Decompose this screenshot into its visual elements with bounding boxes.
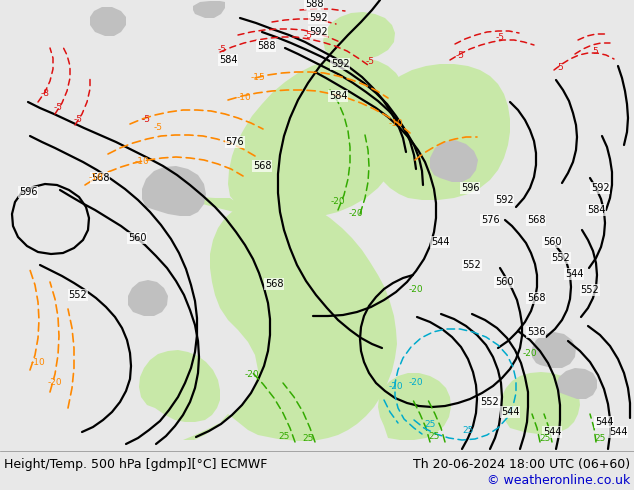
Text: -20: -20: [389, 382, 403, 391]
Text: -5: -5: [141, 116, 150, 124]
Text: 568: 568: [265, 279, 283, 289]
Text: 544: 544: [543, 427, 561, 437]
Text: -5: -5: [455, 51, 465, 60]
Text: 584: 584: [586, 205, 605, 215]
Text: 568: 568: [91, 173, 109, 183]
Text: 596: 596: [461, 183, 479, 193]
Text: -20: -20: [245, 369, 259, 378]
Text: © weatheronline.co.uk: © weatheronline.co.uk: [487, 473, 630, 487]
Text: 25: 25: [429, 432, 440, 441]
Text: -20: -20: [48, 377, 62, 387]
Text: -5: -5: [304, 31, 313, 41]
Text: Height/Temp. 500 hPa [gdmp][°C] ECMWF: Height/Temp. 500 hPa [gdmp][°C] ECMWF: [4, 458, 268, 470]
Polygon shape: [556, 368, 597, 399]
Polygon shape: [142, 166, 206, 216]
Text: 576: 576: [226, 137, 244, 147]
Text: -5: -5: [74, 116, 82, 124]
Polygon shape: [183, 57, 408, 219]
Text: -10: -10: [134, 157, 150, 167]
Polygon shape: [139, 350, 220, 422]
Polygon shape: [430, 140, 478, 182]
Text: 25: 25: [540, 434, 551, 442]
Text: -20: -20: [409, 286, 424, 294]
Text: -10: -10: [89, 173, 103, 182]
Text: 584: 584: [219, 55, 237, 65]
Text: 536: 536: [527, 327, 545, 337]
Polygon shape: [378, 373, 451, 440]
Polygon shape: [183, 198, 397, 441]
Text: -5: -5: [153, 123, 162, 132]
Text: 552: 552: [463, 260, 481, 270]
Text: -10: -10: [236, 94, 251, 102]
Text: 560: 560: [127, 233, 146, 243]
Text: 544: 544: [501, 407, 519, 417]
Text: -8: -8: [41, 90, 49, 98]
Polygon shape: [90, 7, 126, 36]
Text: 552: 552: [581, 285, 599, 295]
Text: -10: -10: [389, 120, 403, 128]
Text: -10: -10: [30, 358, 46, 367]
Text: 544: 544: [609, 427, 627, 437]
Text: 592: 592: [309, 13, 327, 23]
Text: 544: 544: [430, 237, 450, 247]
Text: -20: -20: [331, 197, 346, 206]
Text: 25: 25: [424, 419, 436, 428]
Text: 592: 592: [309, 27, 327, 37]
Text: Th 20-06-2024 18:00 UTC (06+60): Th 20-06-2024 18:00 UTC (06+60): [413, 458, 630, 470]
Text: 588: 588: [257, 41, 275, 51]
Text: 568: 568: [253, 161, 271, 171]
Text: 552: 552: [481, 397, 500, 407]
Polygon shape: [128, 280, 168, 316]
Text: 25: 25: [594, 434, 605, 442]
Text: 552: 552: [68, 290, 87, 300]
Text: 584: 584: [329, 91, 347, 101]
Text: 560: 560: [543, 237, 561, 247]
Text: 576: 576: [481, 215, 500, 225]
Text: -5: -5: [53, 103, 63, 113]
Polygon shape: [323, 12, 395, 60]
Polygon shape: [532, 332, 576, 368]
Text: -20: -20: [349, 210, 363, 219]
Polygon shape: [370, 64, 510, 200]
Text: 560: 560: [495, 277, 514, 287]
Text: -5: -5: [217, 46, 226, 54]
Text: -20: -20: [409, 377, 424, 387]
Text: 592: 592: [591, 183, 609, 193]
Text: 552: 552: [552, 253, 571, 263]
Text: 25: 25: [278, 432, 290, 441]
Text: 596: 596: [19, 187, 37, 197]
Text: -5: -5: [365, 57, 375, 67]
Text: 544: 544: [595, 417, 613, 427]
Text: 544: 544: [565, 269, 583, 279]
Text: -15: -15: [250, 74, 266, 82]
Text: 25: 25: [302, 434, 314, 442]
Text: -5: -5: [496, 33, 505, 43]
Text: 5: 5: [557, 64, 563, 73]
Polygon shape: [193, 1, 225, 18]
Text: -20: -20: [522, 349, 537, 359]
Text: 592: 592: [331, 59, 349, 69]
Text: 568: 568: [527, 215, 545, 225]
Text: 25: 25: [462, 425, 474, 435]
Polygon shape: [501, 372, 580, 434]
Text: 592: 592: [495, 195, 514, 205]
Text: 568: 568: [527, 293, 545, 303]
Text: 588: 588: [305, 0, 323, 9]
Text: 5: 5: [592, 48, 598, 56]
